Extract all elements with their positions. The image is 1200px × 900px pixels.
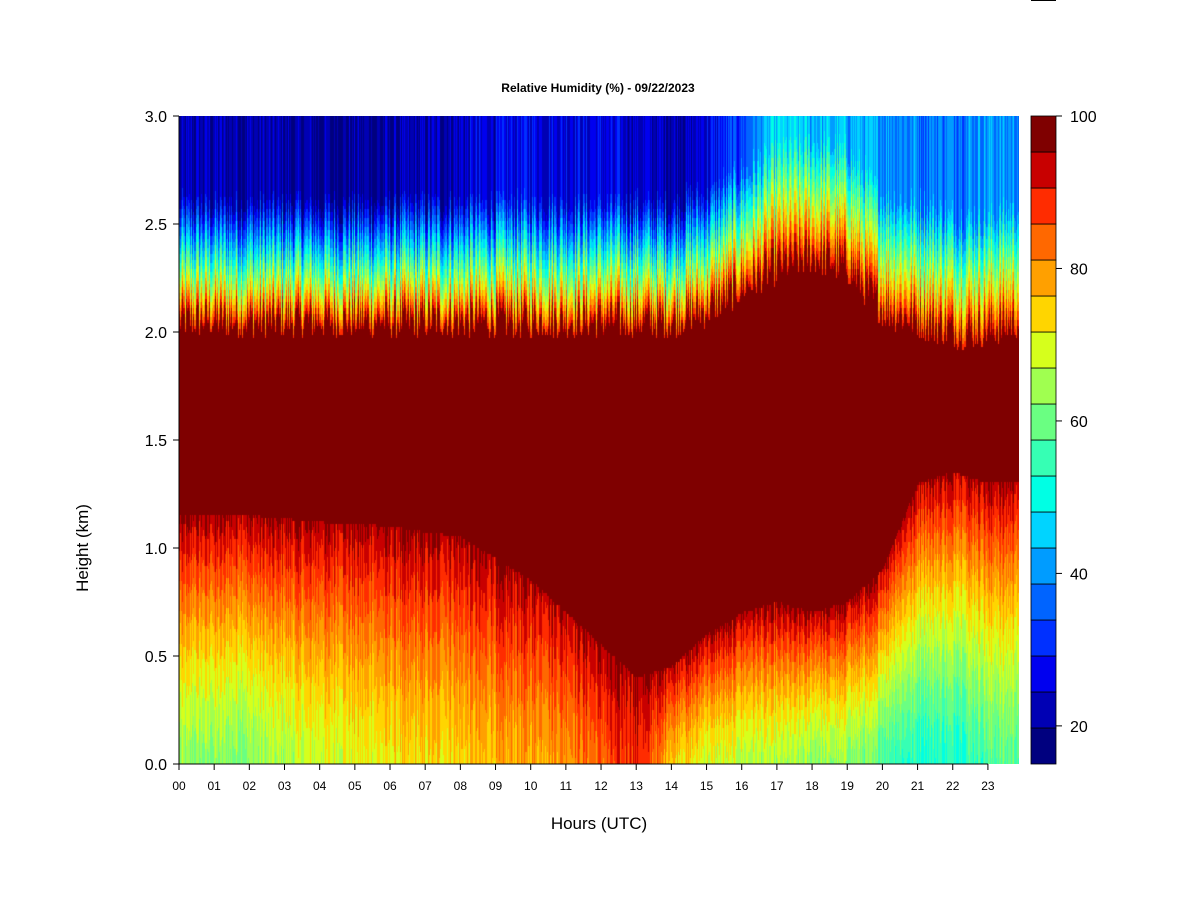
colorbar-bin — [1030, 295, 1057, 333]
x-tick-label: 06 — [383, 779, 397, 793]
y-tick-label: 2.0 — [145, 325, 167, 342]
colorbar-bin — [1030, 367, 1057, 405]
top-edge-mark — [1031, 0, 1056, 1]
x-tick-label: 20 — [876, 779, 890, 793]
x-tick-label: 13 — [630, 779, 644, 793]
colorbar-tick-label: 80 — [1070, 261, 1088, 278]
x-tick-label: 15 — [700, 779, 714, 793]
x-axis: 00 01 02 03 04 05 06 07 08 09 10 11 12 13 14 15 16 17 18 19… — [172, 763, 995, 793]
colorbar-bin — [1030, 403, 1057, 441]
x-tick-label: 02 — [243, 779, 257, 793]
x-tick-label: 23 — [981, 779, 995, 793]
colorbar-bin — [1030, 115, 1057, 153]
x-tick-label: 03 — [278, 779, 292, 793]
x-tick-label: 08 — [454, 779, 468, 793]
colorbar-bin — [1030, 187, 1057, 225]
x-tick-label: 16 — [735, 779, 749, 793]
colorbar-bin — [1030, 259, 1057, 297]
y-axis: 0.0 0.5 1.0 1.5 2.0 2.5 3.0 — [145, 109, 180, 774]
colorbar-tick-label: 60 — [1070, 414, 1088, 431]
x-tick-label: 21 — [911, 779, 925, 793]
x-tick-label: 01 — [207, 779, 221, 793]
colorbar-bin — [1030, 655, 1057, 693]
y-tick-label: 0.0 — [145, 757, 167, 774]
y-axis-label: Height (km) — [73, 504, 92, 592]
colorbar-bin — [1030, 223, 1057, 261]
colorbar-legend: 20 40 60 80 100 — [1030, 109, 1097, 765]
y-tick-label: 2.5 — [145, 217, 167, 234]
colorbar-tick-label: 100 — [1070, 109, 1097, 126]
colorbar-bin — [1030, 511, 1057, 549]
x-tick-label: 07 — [419, 779, 433, 793]
y-tick-label: 1.0 — [145, 541, 167, 558]
colorbar-bin — [1030, 619, 1057, 657]
x-axis-label: Hours (UTC) — [551, 814, 647, 833]
colorbar-bin — [1030, 583, 1057, 621]
x-tick-label: 22 — [946, 779, 960, 793]
colorbar-bin — [1030, 691, 1057, 729]
colorbar-bin — [1030, 475, 1057, 513]
heatmap-canvas-holder — [179, 116, 1019, 764]
x-tick-label: 00 — [172, 779, 186, 793]
y-tick-label: 0.5 — [145, 649, 167, 666]
chart-title: Relative Humidity (%) - 09/22/2023 — [501, 81, 695, 95]
colorbar-tick-label: 40 — [1070, 566, 1088, 583]
x-tick-label: 09 — [489, 779, 503, 793]
colorbar-bin — [1030, 547, 1057, 585]
x-tick-label: 12 — [594, 779, 608, 793]
plot-area — [179, 116, 1019, 764]
heatmap-raster — [179, 116, 1019, 764]
x-tick-label: 14 — [665, 779, 679, 793]
x-tick-label: 18 — [805, 779, 819, 793]
y-tick-label: 3.0 — [145, 109, 167, 126]
x-tick-label: 17 — [770, 779, 784, 793]
colorbar-bin — [1030, 727, 1057, 765]
colorbar-bin — [1030, 151, 1057, 189]
x-tick-label: 10 — [524, 779, 538, 793]
x-tick-label: 11 — [560, 779, 573, 793]
colorbar-bin — [1030, 439, 1057, 477]
x-tick-label: 05 — [348, 779, 362, 793]
y-tick-label: 1.5 — [145, 433, 167, 450]
colorbar-bin — [1030, 331, 1057, 369]
x-tick-label: 04 — [313, 779, 327, 793]
x-tick-label: 19 — [841, 779, 855, 793]
colorbar-tick-label: 20 — [1070, 719, 1088, 736]
